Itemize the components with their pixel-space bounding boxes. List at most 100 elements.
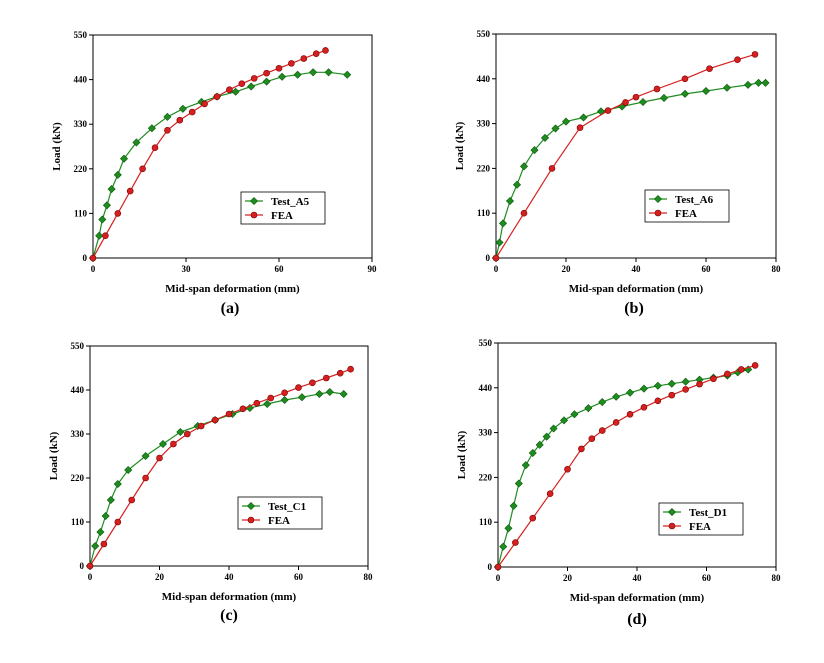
data-point [113,170,122,179]
y-tick-label: 0 [486,253,491,263]
data-point [128,496,135,504]
legend-marker [249,196,259,206]
data-point [156,454,163,462]
x-tick-label: 20 [155,572,165,582]
data-point [680,89,690,98]
y-tick-label: 440 [477,74,491,84]
data-point [509,501,518,510]
data-point [267,394,275,402]
y-axis-label: Load (kN) [51,122,63,171]
data-point [530,146,539,155]
data-point [278,72,287,81]
x-axis-label: Mid-span deformation (mm) [162,591,297,603]
y-tick-label: 440 [71,385,85,395]
data-point [300,55,308,62]
data-point [529,514,537,522]
legend-label: FEA [675,208,697,220]
series-test-d1 [493,365,753,572]
y-tick-label: 550 [477,29,491,39]
data-point [263,69,270,77]
data-point [512,180,522,189]
data-point [96,527,105,537]
y-tick-label: 550 [74,30,88,40]
series-test-c1 [85,387,348,571]
data-point [102,232,109,239]
data-point [142,474,149,482]
legend-marker [668,522,676,530]
data-point [288,60,295,67]
data-point [322,374,330,382]
data-point [512,539,519,546]
data-point [163,112,172,121]
data-point [598,398,607,407]
data-point [231,87,240,96]
x-tick-label: 40 [633,573,643,583]
data-point [710,375,717,383]
data-point [492,254,500,262]
data-point [681,75,689,83]
data-point [638,97,648,107]
series-fea [89,47,329,262]
data-point [295,384,302,391]
x-tick-label: 60 [294,572,304,582]
data-point [588,435,596,443]
data-point [542,432,551,441]
legend: Test_A5 FEA [240,191,326,225]
legend-box [644,189,730,223]
plot-frame [92,34,373,259]
data-point [519,162,529,171]
data-point [701,86,711,96]
series-line [497,364,756,568]
series-fea [492,51,759,262]
y-tick-label: 440 [479,383,493,393]
data-point [102,201,111,210]
data-point [521,461,530,470]
data-point [188,108,196,116]
chart-panel-3: 0 20 40 60 80 0 110 220 330 440 550 Mid-span deform… [48,341,373,624]
panel-label: (a) [221,300,240,317]
data-point [226,86,233,94]
y-tick-label: 330 [477,119,491,129]
data-point [339,389,348,399]
data-point [263,399,272,409]
data-point [293,70,302,79]
legend-label: FEA [689,521,711,533]
y-tick-label: 330 [479,428,493,438]
series-line [497,368,749,568]
x-axis-label: Mid-span deformation (mm) [570,592,705,604]
data-point [659,93,669,102]
data-point [570,410,579,419]
data-point [86,562,94,570]
data-point [681,377,690,386]
data-point [706,65,713,72]
legend: Test_D1 FEA [658,502,744,536]
data-point [197,422,205,430]
data-point [579,113,588,122]
x-axis-label: Mid-span deformation (mm) [165,283,300,295]
legend-marker [250,211,258,219]
panel-label: (d) [627,611,647,628]
panel-label: (b) [624,300,644,317]
data-point [737,366,745,373]
data-point [612,392,621,401]
series-fea [86,365,354,570]
data-point [325,387,334,397]
data-point [761,78,770,87]
y-tick-label: 220 [71,473,85,483]
data-point [158,439,167,449]
data-point [751,362,759,369]
legend: Test_A6 FEA [644,189,730,223]
y-tick-label: 330 [74,119,88,129]
x-tick-label: 20 [562,264,572,274]
data-point [213,93,221,100]
legend-label: Test_A5 [271,196,310,208]
data-point [535,440,544,449]
data-point [604,107,612,114]
data-point [132,138,141,147]
x-tick-label: 0 [496,573,501,583]
data-point [119,154,129,163]
legend-box [237,496,323,530]
legend-label: Test_D1 [689,507,727,519]
series-fea [494,362,759,571]
